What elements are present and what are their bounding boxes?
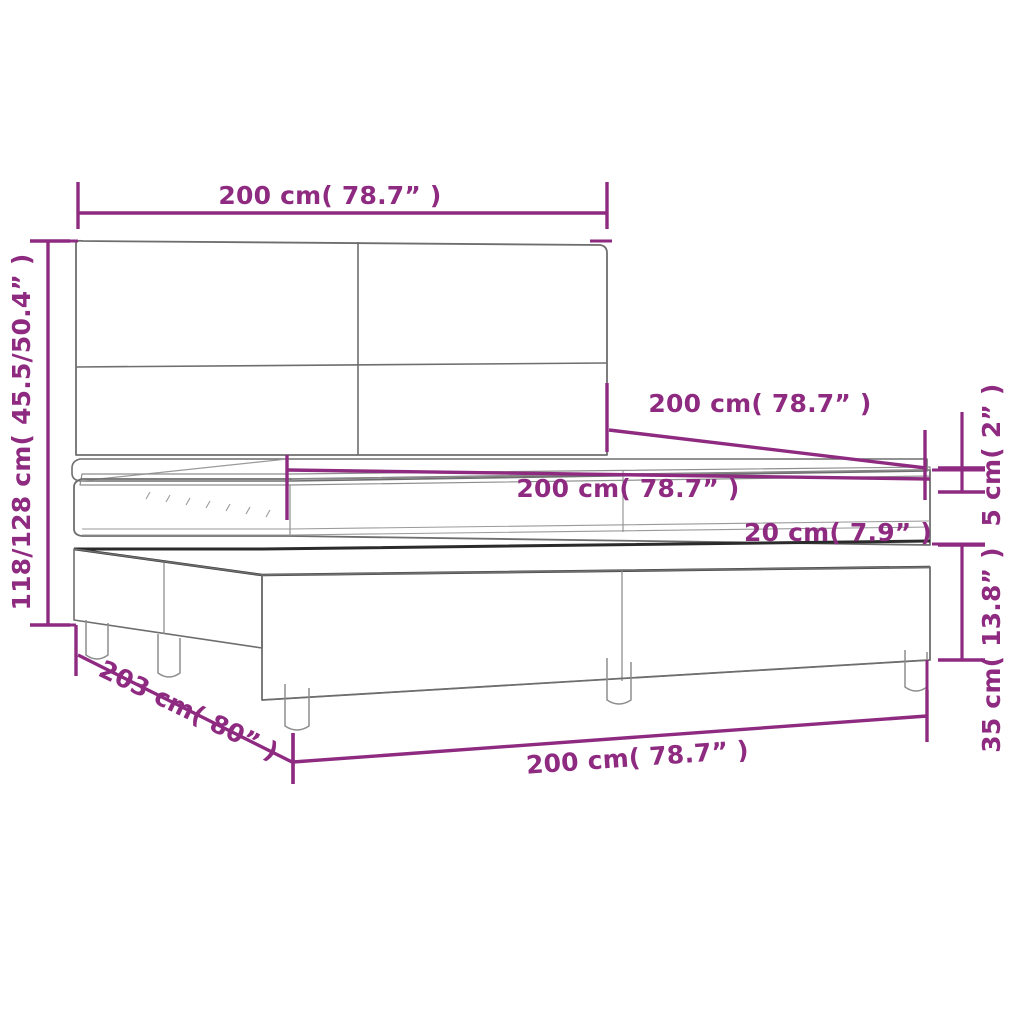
mattress xyxy=(73,466,931,546)
label-topper-thickness: 5 cm( 2” ) xyxy=(977,383,1006,526)
label-mattress-width: 200 cm( 78.7” ) xyxy=(516,474,739,503)
mattress-stitching xyxy=(145,491,271,518)
leg-front-left xyxy=(85,620,109,660)
label-overall-height: 118/128 cm( 45.5/50.4” ) xyxy=(7,253,36,610)
leg-mid-left xyxy=(157,634,181,678)
dim-mattress-width xyxy=(285,455,931,520)
headboard-seam-horizontal xyxy=(75,362,608,368)
dim-headboard-width xyxy=(56,182,612,243)
dim-bed-depth-top xyxy=(605,383,927,500)
headboard xyxy=(75,239,608,456)
leg-front-center xyxy=(606,658,632,705)
dimension-annotations xyxy=(30,182,985,784)
leg-front-right xyxy=(904,650,928,692)
label-mattress-thickness: 20 cm( 7.9” ) xyxy=(744,518,932,547)
dim-mattress-thickness-ticks xyxy=(932,468,985,546)
label-bed-depth-top: 200 cm( 78.7” ) xyxy=(648,389,871,418)
bed-illustration xyxy=(71,239,931,731)
mattress-topper xyxy=(71,458,928,482)
dim-overall-height xyxy=(30,239,76,627)
box-spring-base xyxy=(73,539,931,701)
label-base-depth: 203 cm( 80” ) xyxy=(94,654,283,766)
label-base-height: 35 cm( 13.8” ) xyxy=(977,547,1006,753)
leg-front-mid xyxy=(284,684,310,731)
label-top-width: 200 cm( 78.7” ) xyxy=(218,181,441,210)
